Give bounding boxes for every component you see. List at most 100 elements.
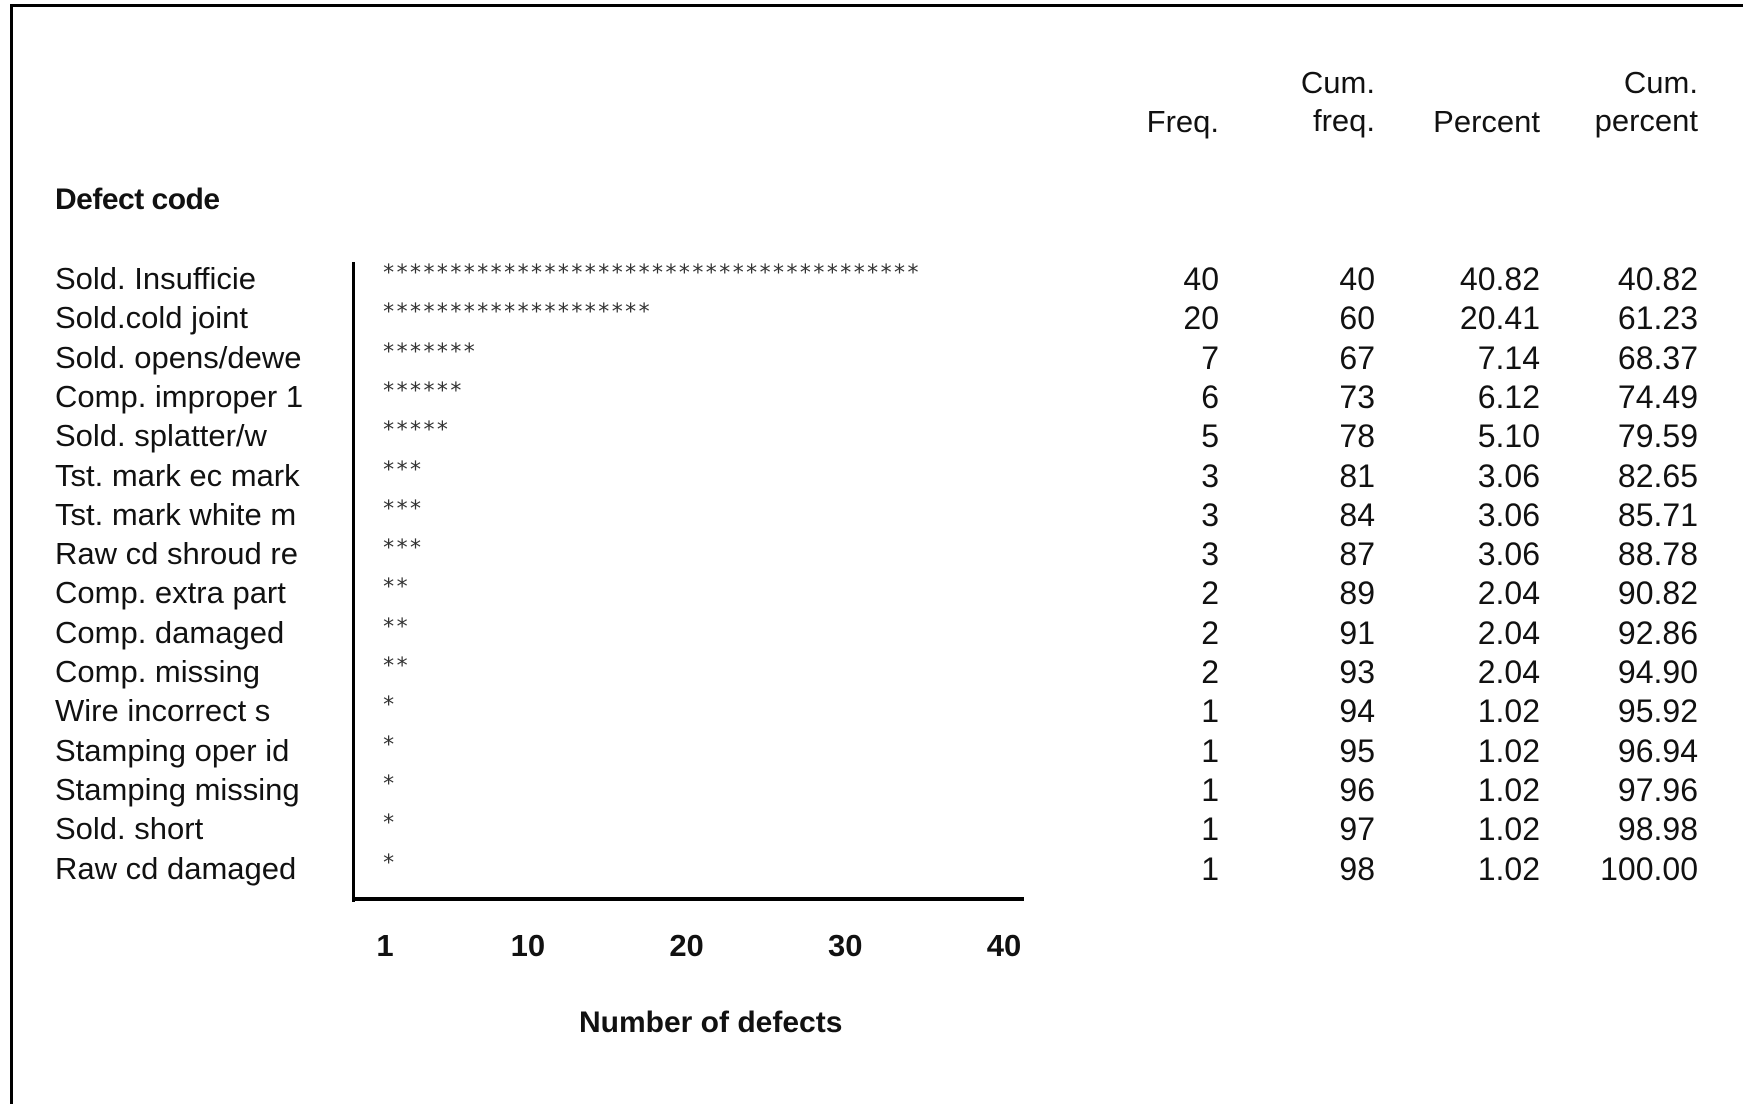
table-cell-cum-percent: 68.37 [1617,339,1698,376]
table-cell-percent: 3.06 [1477,457,1540,494]
table-cell-cum-percent: 82.65 [1617,457,1698,494]
y-axis-title: Defect code [55,183,220,216]
asterisk-bar: ******* [382,339,477,365]
asterisk-bar: *** [382,536,423,562]
asterisk-bar: * [382,850,396,876]
asterisk-bar: * [382,771,396,797]
category-label: Raw cd shroud re [55,536,298,572]
table-cell-cum-freq: 60 [1339,300,1375,337]
table-cell-freq: 1 [1201,850,1219,887]
table-cell-freq: 40 [1183,261,1219,297]
table-cell-cum-percent: 40.82 [1617,261,1698,297]
table-cell-freq: 5 [1201,418,1219,455]
table-cell-cum-freq: 40 [1339,261,1375,297]
table-cell-cum-percent: 95.92 [1617,693,1698,730]
category-label: Sold. splatter/w [55,418,267,454]
table-cell-percent: 6.12 [1477,378,1540,415]
header-cum-freq-line2: freq. [1312,103,1375,138]
asterisk-bar: ****** [382,378,463,404]
asterisk-bar: * [382,732,396,758]
table-cell-freq: 1 [1201,693,1219,730]
table-cell-percent: 20.41 [1459,300,1540,337]
table-cell-percent: 2.04 [1477,654,1540,690]
table-cell-cum-percent: 88.78 [1617,536,1698,573]
header-cum-percent-line2: percent [1594,103,1698,138]
table-cell-cum-percent: 61.23 [1617,300,1698,337]
category-label: Sold. Insufficie [55,261,257,296]
table-cell-percent: 1.02 [1477,732,1540,769]
table-cell-cum-percent: 74.49 [1617,378,1698,415]
asterisk-bar: ** [382,614,409,640]
table-cell-percent: 5.10 [1477,418,1540,455]
table-cell-freq: 2 [1201,614,1219,651]
table-cell-percent: 1.02 [1477,693,1540,730]
category-label: Comp. damaged [55,614,285,650]
asterisk-bar: *** [382,457,423,483]
figure-frame [10,4,1743,1104]
table-cell-cum-percent: 92.86 [1617,614,1698,651]
table-cell-percent: 1.02 [1477,850,1540,887]
table-cell-freq: 1 [1201,771,1219,808]
table-cell-cum-freq: 94 [1339,693,1375,730]
table-cell-cum-freq: 73 [1339,378,1375,415]
asterisk-bar: * [382,693,396,719]
category-label: Tst. mark ec mark [55,457,300,493]
table-cell-cum-percent: 90.82 [1617,575,1698,612]
asterisk-bar: **************************************** [382,261,920,286]
table-cell-freq: 2 [1201,654,1219,690]
asterisk-bar: * [382,811,396,837]
asterisk-bar: ** [382,575,409,601]
header-cum-freq: Cum. freq. [1301,64,1375,140]
table-cell-cum-freq: 67 [1339,339,1375,376]
asterisk-bar: ***** [382,418,450,444]
table-cell-cum-percent: 100.00 [1600,850,1698,887]
category-label: Sold. opens/dewe [55,339,302,375]
x-tick-label: 20 [669,928,704,963]
category-label: Stamping oper id [55,732,290,768]
category-label: Comp. missing [55,654,260,689]
category-label: Comp. extra part [55,575,286,611]
table-cell-cum-freq: 84 [1339,496,1375,533]
table-cell-freq: 1 [1201,811,1219,848]
header-freq-line2: Freq. [1146,104,1219,139]
x-axis-line [352,897,1024,901]
table-cell-percent: 2.04 [1477,614,1540,651]
y-axis-line [352,262,355,902]
table-cell-cum-freq: 78 [1339,418,1375,455]
table-cell-cum-percent: 85.71 [1617,496,1698,533]
category-label: Stamping missing [55,771,300,807]
header-cum-percent: Cum. percent [1595,64,1698,140]
table-cell-percent: 1.02 [1477,811,1540,848]
table-cell-cum-percent: 96.94 [1617,732,1698,769]
table-cell-percent: 2.04 [1477,575,1540,612]
table-cell-freq: 3 [1201,457,1219,494]
category-label: Sold.cold joint [55,300,249,336]
x-tick-label: 1 [376,928,394,963]
table-cell-cum-freq: 87 [1339,536,1375,573]
table-cell-freq: 7 [1201,339,1219,376]
table-cell-percent: 3.06 [1477,536,1540,573]
category-label: Wire incorrect s [55,693,271,729]
table-cell-freq: 3 [1201,496,1219,533]
table-cell-cum-percent: 79.59 [1617,418,1698,455]
table-cell-cum-freq: 91 [1339,614,1375,651]
table-cell-freq: 6 [1201,378,1219,415]
asterisk-bar: ** [382,654,409,679]
x-tick-label: 10 [510,928,546,963]
table-cell-percent: 1.02 [1477,771,1540,808]
x-tick-label: 30 [828,928,863,963]
table-cell-percent: 40.82 [1459,261,1540,297]
table-cell-cum-freq: 97 [1339,811,1375,848]
header-cum-freq-line1: Cum. [1300,65,1375,100]
table-cell-cum-percent: 94.90 [1617,654,1698,690]
table-cell-percent: 7.14 [1477,339,1540,376]
table-cell-cum-freq: 98 [1339,850,1375,887]
table-cell-cum-percent: 98.98 [1617,811,1698,848]
table-cell-freq: 20 [1183,300,1219,337]
table-cell-cum-percent: 97.96 [1617,771,1698,808]
x-tick-label: 40 [986,928,1022,963]
asterisk-bar: ******************** [382,300,651,326]
table-cell-percent: 3.06 [1477,496,1540,533]
header-percent: Percent [1433,103,1540,141]
x-axis-title: Number of defects [579,1006,843,1039]
